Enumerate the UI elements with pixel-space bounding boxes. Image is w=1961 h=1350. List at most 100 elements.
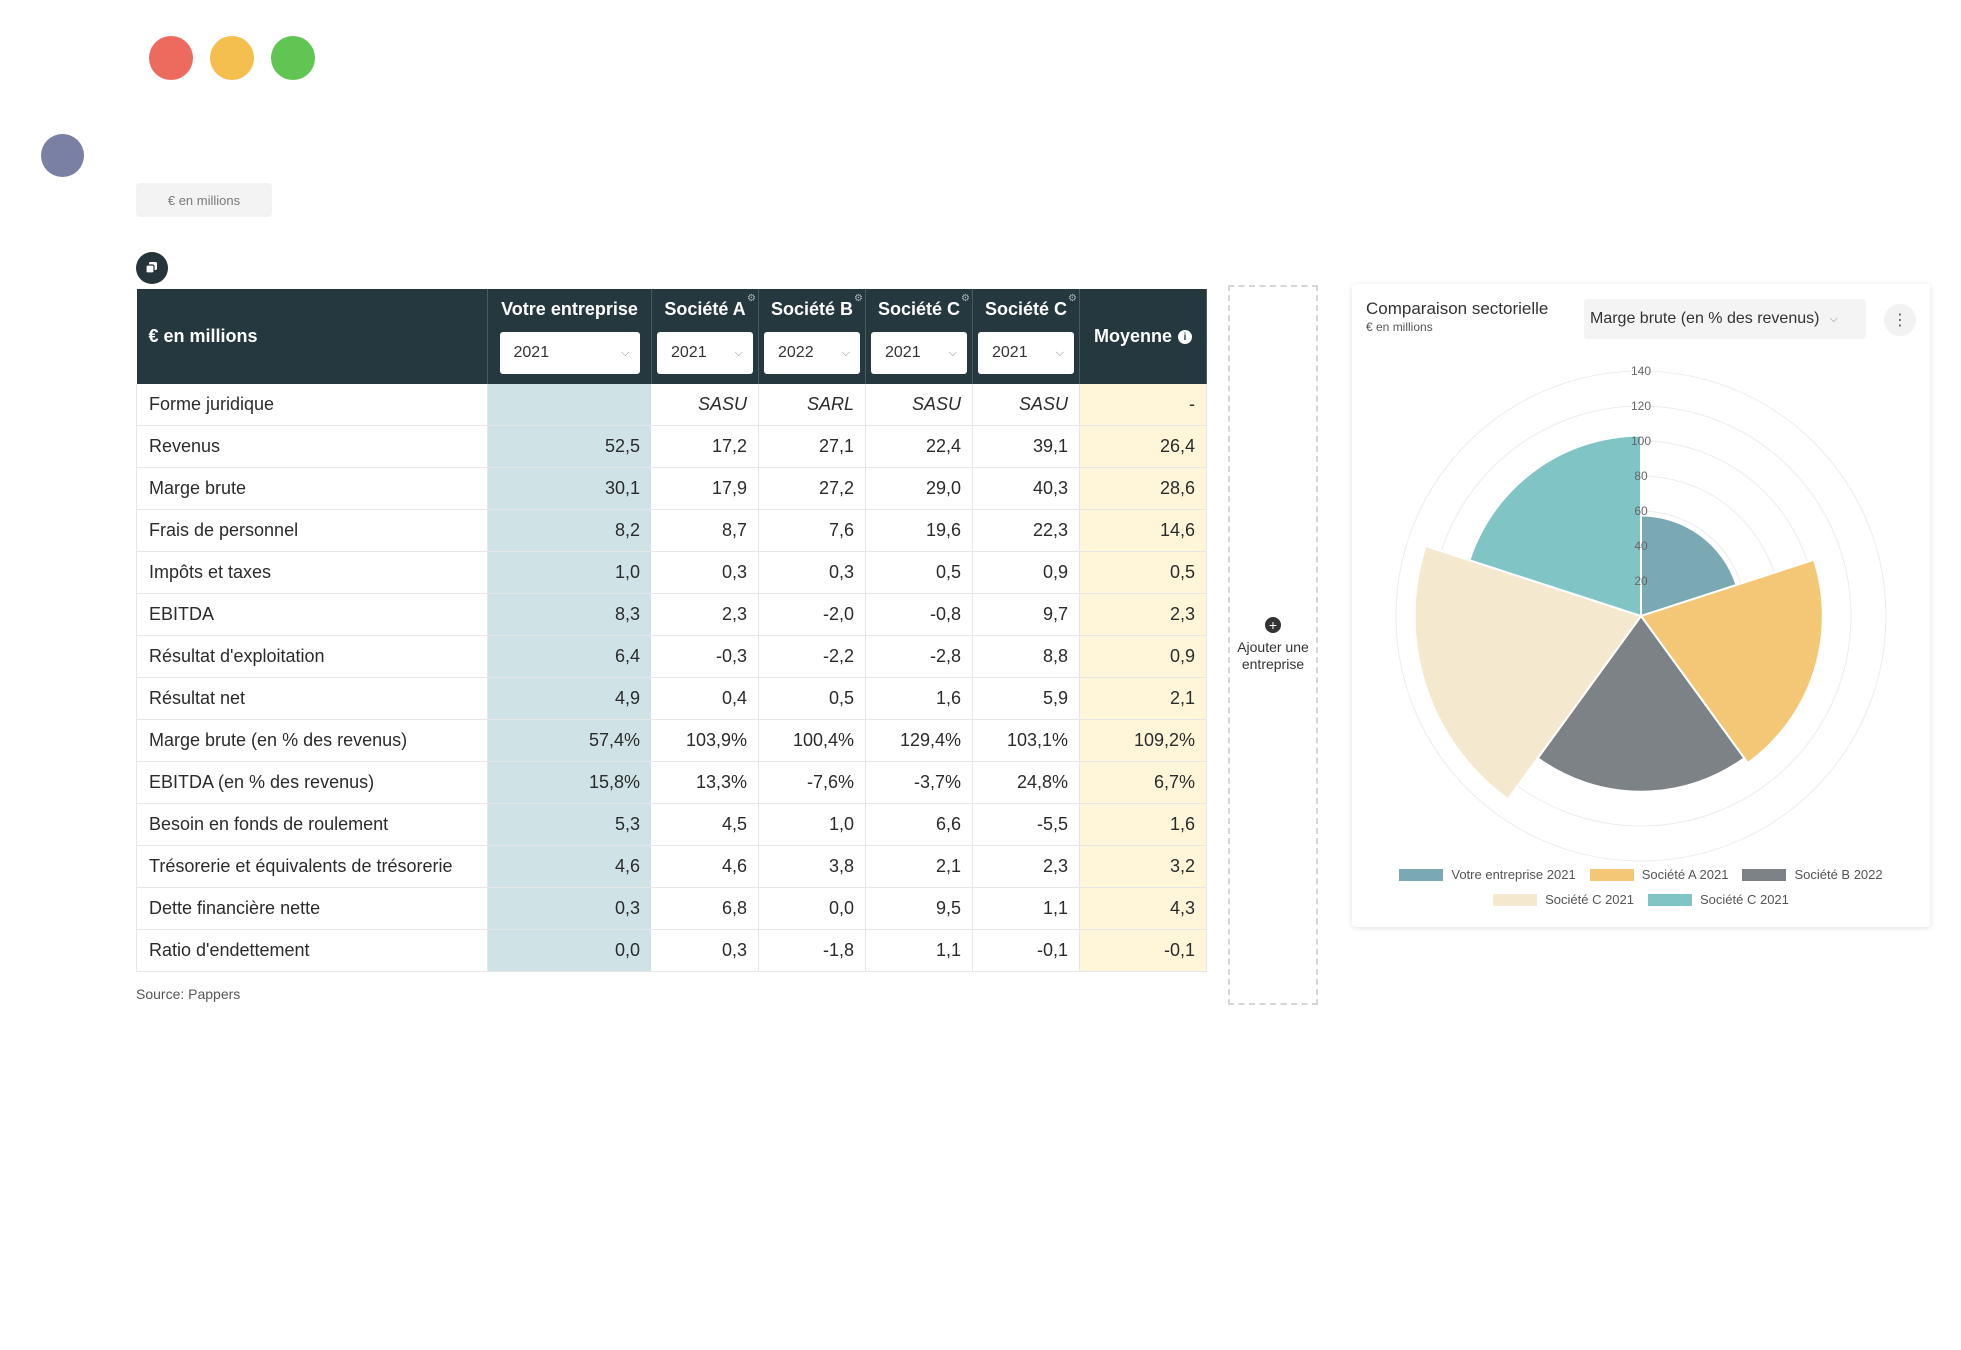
chevron-down-icon: ⌵ <box>621 346 630 359</box>
average-cell: 109,2% <box>1079 719 1207 762</box>
company-cell: 7,6 <box>758 509 866 552</box>
polar-sector[interactable] <box>1640 514 1738 618</box>
chevron-down-icon: ⌵ <box>948 346 957 359</box>
own-cell: 5,3 <box>487 803 652 846</box>
company-cell: 103,9% <box>651 719 759 762</box>
company-cell: 103,1% <box>972 719 1080 762</box>
column-header-company: ⚙ Société C 2021 ⌵ <box>865 289 973 384</box>
row-label: Besoin en fonds de roulement <box>136 803 488 846</box>
company-cell: 3,8 <box>758 845 866 888</box>
own-cell: 4,9 <box>487 677 652 720</box>
row-label: Forme juridique <box>136 384 488 426</box>
chevron-down-icon: ⌵ <box>1829 312 1838 325</box>
legend-swatch <box>1589 868 1634 881</box>
average-cell: 26,4 <box>1079 425 1207 468</box>
table-row: Résultat net 4,9 0,4 0,5 1,6 5,9 2,1 <box>136 677 1207 720</box>
company-cell: SARL <box>758 384 866 426</box>
polar-area-chart: 20 40 60 80 100 120 140 <box>1395 364 1887 862</box>
row-label: Frais de personnel <box>136 509 488 552</box>
company-cell: -3,7% <box>865 761 973 804</box>
window-minimize-button[interactable] <box>210 36 254 80</box>
year-select[interactable]: 2021 ⌵ <box>978 332 1074 374</box>
chart-legend: Votre entreprise 2021 Société A 2021 Socié… <box>1352 862 1930 912</box>
average-cell: 0,9 <box>1079 635 1207 678</box>
company-cell: 27,1 <box>758 425 866 468</box>
company-cell: 0,0 <box>758 887 866 930</box>
column-name: Société B <box>770 299 854 319</box>
table-row: Impôts et taxes 1,0 0,3 0,3 0,5 0,9 0,5 <box>136 551 1207 594</box>
year-select[interactable]: 2022 ⌵ <box>764 332 860 374</box>
column-name: Société C <box>877 299 961 319</box>
r-tick-label: 120 <box>1631 399 1651 413</box>
legend-item[interactable]: Société B 2022 <box>1742 867 1883 882</box>
chevron-down-icon: ⌵ <box>734 346 743 359</box>
company-cell: -2,0 <box>758 593 866 636</box>
legend-item[interactable]: Société C 2021 <box>1648 892 1789 907</box>
window-close-button[interactable] <box>149 36 193 80</box>
legend-label: Société C 2021 <box>1545 892 1634 907</box>
legend-item[interactable]: Société A 2021 <box>1589 867 1728 882</box>
r-tick-label: 20 <box>1634 574 1648 588</box>
column-header-company: ⚙ Société C 2021 ⌵ <box>972 289 1080 384</box>
polar-sector[interactable] <box>1468 434 1642 618</box>
legend-item[interactable]: Société C 2021 <box>1493 892 1634 907</box>
gear-icon[interactable]: ⚙ <box>747 293 756 304</box>
row-label: Ratio d'endettement <box>136 929 488 972</box>
column-header-company: ⚙ Société B 2022 ⌵ <box>758 289 866 384</box>
window-maximize-button[interactable] <box>271 36 315 80</box>
company-cell: 129,4% <box>865 719 973 762</box>
legend-swatch <box>1399 868 1444 881</box>
company-cell: 5,9 <box>972 677 1080 720</box>
own-cell: 15,8% <box>487 761 652 804</box>
chevron-down-icon: ⌵ <box>841 346 850 359</box>
row-label: Impôts et taxes <box>136 551 488 594</box>
company-cell: 4,6 <box>651 845 759 888</box>
company-cell: 6,6 <box>865 803 973 846</box>
copy-button[interactable] <box>136 252 168 284</box>
company-cell: 0,3 <box>758 551 866 594</box>
gear-icon[interactable]: ⚙ <box>854 293 863 304</box>
average-cell: 2,1 <box>1079 677 1207 720</box>
company-cell: 39,1 <box>972 425 1080 468</box>
more-options-icon[interactable]: ⋮ <box>1884 304 1916 336</box>
row-label: EBITDA (en % des revenus) <box>136 761 488 804</box>
polar-sector[interactable] <box>1639 558 1824 765</box>
company-cell: 4,5 <box>651 803 759 846</box>
company-cell: 0,3 <box>651 551 759 594</box>
polar-sector[interactable] <box>1536 614 1746 793</box>
company-cell: 27,2 <box>758 467 866 510</box>
average-cell: 6,7% <box>1079 761 1207 804</box>
company-cell: 22,4 <box>865 425 973 468</box>
average-cell: 14,6 <box>1079 509 1207 552</box>
company-cell: 1,1 <box>972 887 1080 930</box>
add-company-button[interactable]: + Ajouter une entreprise <box>1228 285 1318 1005</box>
table-row: Revenus 52,5 17,2 27,1 22,4 39,1 26,4 <box>136 425 1207 468</box>
metric-select[interactable]: Marge brute (en % des revenus) ⌵ <box>1584 299 1866 339</box>
r-tick-label: 80 <box>1634 469 1648 483</box>
year-select[interactable]: 2021 ⌵ <box>499 332 640 374</box>
average-label: Moyenne <box>1093 326 1172 346</box>
legend-swatch <box>1648 893 1692 906</box>
polar-sector[interactable] <box>1413 544 1643 801</box>
chevron-down-icon: ⌵ <box>1055 346 1064 359</box>
row-label: Dette financière nette <box>136 887 488 930</box>
company-cell: 19,6 <box>865 509 973 552</box>
table-row: Trésorerie et équivalents de trésorerie 4… <box>136 845 1207 888</box>
unit-chip[interactable]: € en millions <box>136 183 272 217</box>
row-label: Marge brute (en % des revenus) <box>136 719 488 762</box>
gear-icon[interactable]: ⚙ <box>961 293 970 304</box>
year-select[interactable]: 2021 ⌵ <box>871 332 967 374</box>
column-header-own: Votre entreprise 2021 ⌵ <box>487 289 652 384</box>
average-cell: - <box>1079 384 1207 426</box>
info-icon[interactable]: i <box>1178 330 1192 345</box>
gear-icon[interactable]: ⚙ <box>1068 293 1077 304</box>
chart-title: Comparaison sectorielle <box>1366 299 1549 318</box>
company-cell: 22,3 <box>972 509 1080 552</box>
legend-item[interactable]: Votre entreprise 2021 <box>1399 867 1576 882</box>
row-label: Trésorerie et équivalents de trésorerie <box>136 845 488 888</box>
avatar[interactable] <box>41 134 84 177</box>
own-cell: 57,4% <box>487 719 652 762</box>
legend-label: Société B 2022 <box>1794 867 1883 882</box>
year-select[interactable]: 2021 ⌵ <box>657 332 753 374</box>
company-cell: 8,7 <box>651 509 759 552</box>
